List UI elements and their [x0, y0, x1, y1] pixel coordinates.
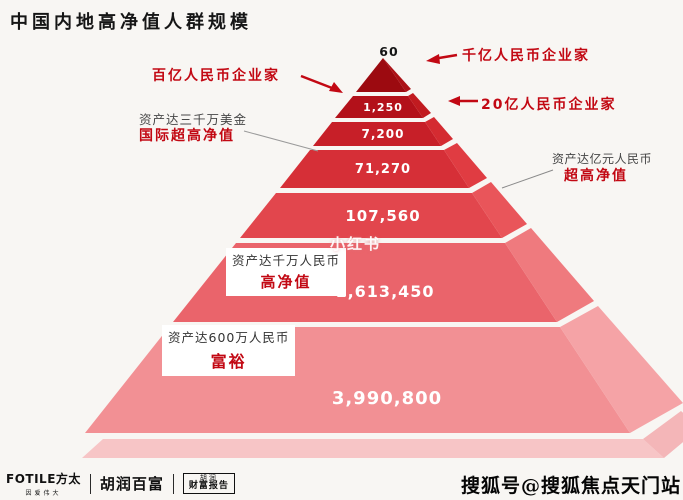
fotile-logo: FOTILE方太 因爱伟大 [6, 470, 81, 497]
pyramid-base-platform-front [82, 439, 664, 458]
callout-level-7: 资产达600万人民币 富裕 [162, 325, 296, 376]
pyramid-level-4-side [444, 143, 487, 188]
label-level-4: 国际超高净值 [139, 128, 235, 144]
pyramid-level-7-value: 3,990,800 [332, 388, 442, 409]
pyramid-level-7-side [560, 306, 683, 433]
pyramid-level-5-front [240, 193, 502, 238]
footer-divider [172, 473, 174, 494]
report-logo-line2: 财富报告 [188, 481, 229, 492]
report-logo-line1: 胡润 [199, 473, 218, 482]
desc-level-4: 资产达三千万美金 [139, 112, 248, 127]
pyramid-base-platform-side [643, 411, 683, 458]
sohu-credit: 搜狐号@搜狐焦点天门站 [460, 475, 681, 497]
pyramid-level-3-side [425, 117, 453, 146]
connector-level-5-line [501, 169, 554, 189]
fotile-logo-text: FOTILE方太 [6, 472, 81, 486]
hurun-wealth-report-logo: 胡润 财富报告 [182, 472, 235, 495]
pyramid-level-1-front [356, 58, 406, 92]
page-title: 中国内地高净值人群规模 [10, 12, 252, 33]
xiaohongshu-watermark: 小红书 [330, 235, 382, 253]
arrow-to-level-3-head [448, 96, 460, 106]
arrow-to-level-2-line [300, 74, 333, 90]
pyramid-level-4-front [280, 150, 469, 188]
label-level-1: 千亿人民币企业家 [462, 48, 590, 64]
desc-level-6: 资产达千万人民币 [232, 253, 341, 268]
callout-level-6: 资产达千万人民币 高净值 [226, 248, 347, 296]
pyramid-level-1-side [383, 58, 411, 92]
pyramid-level-2-front [335, 96, 423, 118]
footer-divider [89, 473, 91, 494]
connector-level-4-line [243, 130, 319, 152]
label-level-5: 超高净值 [564, 168, 628, 184]
pyramid-level-6-value: 1,613,450 [335, 282, 434, 301]
arrow-to-level-2-head [329, 82, 343, 93]
pyramid-level-5-value: 107,560 [345, 207, 420, 225]
pyramid-level-6-side [505, 228, 594, 322]
label-level-7: 富裕 [210, 352, 247, 371]
pyramid-level-5-side [472, 182, 527, 238]
pyramid-level-1-value: 60 [379, 44, 398, 59]
pyramid-level-3-front [313, 122, 441, 146]
desc-level-7: 资产达600万人民币 [168, 330, 290, 345]
hurun-logo: 胡润百富 [99, 475, 164, 493]
pyramid-level-3-value: 7,200 [362, 127, 405, 141]
label-level-2: 百亿人民币企业家 [152, 68, 280, 84]
label-level-6: 高净值 [260, 273, 312, 291]
pyramid-level-4-value: 71,270 [355, 162, 411, 177]
arrow-to-level-1-head [426, 54, 440, 64]
label-level-3: 20亿人民币企业家 [481, 97, 617, 113]
footer-logos: FOTILE方太 因爱伟大 胡润百富 胡润 财富报告 [6, 470, 235, 497]
pyramid-level-2-value: 1,250 [363, 101, 403, 114]
pyramid-level-2-side [408, 93, 431, 118]
desc-level-5: 资产达亿元人民币 [552, 152, 653, 166]
fotile-logo-slogan: 因爱伟大 [25, 490, 62, 497]
